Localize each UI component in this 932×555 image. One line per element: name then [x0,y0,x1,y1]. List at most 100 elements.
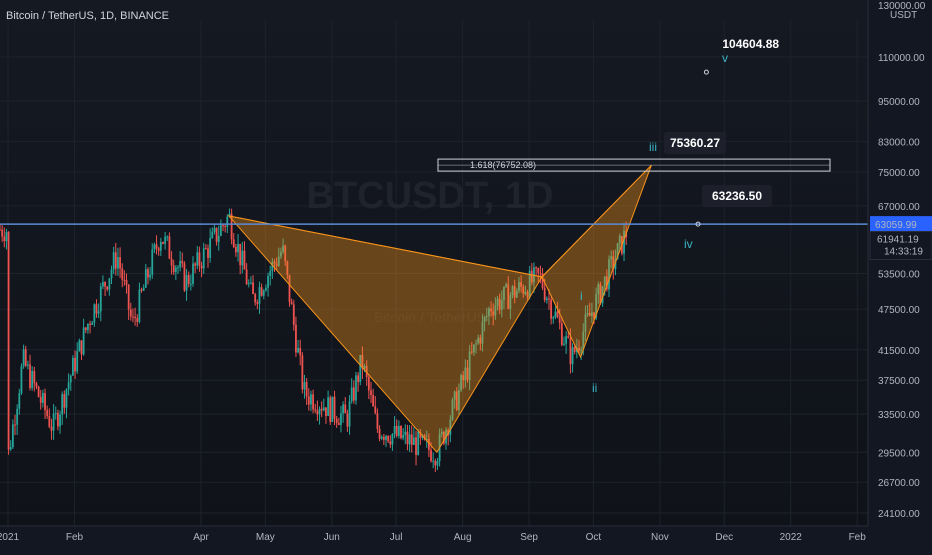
candle-body [282,245,284,252]
time-tick-label: 2022 [780,532,803,543]
candle-body [228,213,231,217]
candle-body [303,382,306,390]
candle-body [61,394,64,415]
price-tick-label: 41500.00 [878,346,920,357]
candle-body [550,299,553,319]
candle-body [112,252,115,270]
target-point-iv [695,221,701,227]
candle-body [490,308,492,312]
candle-body [355,375,357,401]
candle-body [275,263,278,266]
candle-body [166,236,169,238]
candle-body [69,375,72,383]
candle-body [412,437,415,445]
time-tick-label: Aug [454,532,472,543]
candle-body [623,230,625,254]
time-axis[interactable]: 2021 Feb Apr May Jun Jul Aug Sep Oct Nov Dec 2022 Fe… [0,525,932,550]
candle-body [610,256,613,260]
wave-label-ii: ii [592,381,597,395]
candle-body [410,434,413,445]
candle-body [108,278,111,290]
candle-body [582,331,585,350]
candle-body [181,260,184,264]
candle-body [423,435,426,440]
candle-body [503,286,505,301]
candle-body [295,324,297,353]
candle-body [608,259,610,290]
wave-label-v: v [722,51,728,65]
candle-body [48,416,51,427]
candle-body [258,287,261,304]
harmonic-pattern[interactable] [227,164,652,454]
candle-body [382,436,385,440]
candle-body [494,305,497,316]
candle-body [612,256,615,269]
candle-body [22,349,25,367]
candle-body [149,274,152,278]
candle-body [395,426,398,436]
candle-body [200,265,203,269]
candle-body [528,270,531,298]
candle-body [46,410,49,417]
candle-body [509,295,512,309]
candle-body [155,244,158,249]
candle-body [537,268,540,274]
time-tick-label: Sep [520,532,538,543]
candle-body [37,386,40,397]
candle-body [507,284,510,309]
candle-body [159,241,162,251]
candle-body [151,249,154,275]
candle-body [393,426,396,434]
candle-body [271,261,274,272]
candle-body [121,268,124,280]
candle-body [408,434,411,445]
candle-body [20,366,23,394]
candle-body [449,419,452,436]
candle-body [245,269,248,285]
candle-body [82,327,85,355]
candle-body [280,251,282,257]
candle-body [110,269,113,279]
candle-body [545,298,548,300]
candle-body [87,323,89,331]
candle-body [500,300,503,310]
candle-body [234,246,237,253]
current-price-tag-bg [869,230,932,260]
candle-body [183,263,186,291]
candle-body [348,401,351,427]
candle-body [376,413,379,429]
candle-body [340,413,342,425]
price-tick-label: 24100.00 [878,509,920,520]
candle-body [11,424,14,448]
symbol-title[interactable]: Bitcoin / TetherUS, 1D, BINANCE [6,10,170,22]
candle-body [78,340,81,352]
candle-body [54,413,57,415]
pattern-line-bd [541,164,652,278]
candle-body [129,309,132,317]
pattern-line-xb [228,215,543,278]
candle-body [492,311,495,316]
candle-body [301,355,304,390]
candle-body [288,274,291,302]
candle-body [194,263,197,266]
target-callout-iv: 63236.50 [702,185,772,207]
candle-body [232,239,235,247]
candle-body [310,394,312,405]
candle-body [511,286,514,296]
candle-body [543,287,546,300]
candle-body [434,460,437,466]
candle-body [618,236,621,244]
candle-body [265,287,267,291]
candle-body [31,371,34,389]
candle-body [329,397,332,422]
price-tick-label: 110000.00 [878,53,925,64]
candle-body [485,316,488,318]
candle-body [119,257,121,269]
candle-body [237,243,239,253]
candle-body [97,311,100,314]
candle-body [556,311,559,318]
candle-body [380,436,383,439]
